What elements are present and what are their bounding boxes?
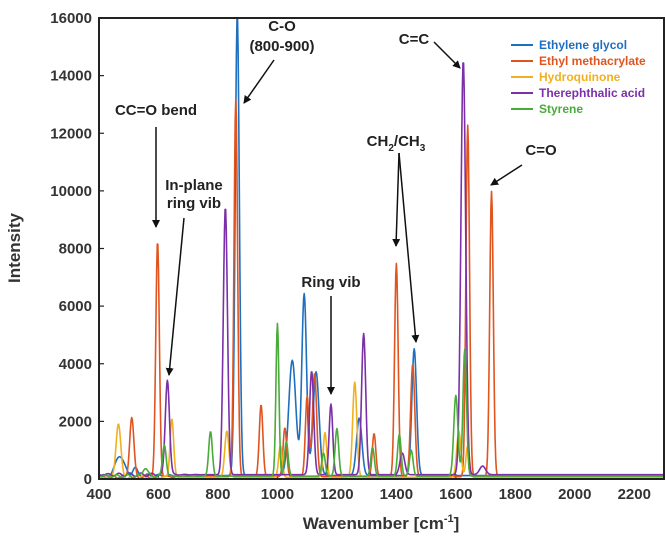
series-line-styrene <box>98 322 665 479</box>
y-tick-label: 8000 <box>59 241 92 258</box>
legend-label-hydroquinone: Hydroquinone <box>539 70 621 84</box>
legend-label-ethyl-methacrylate: Ethyl methacrylate <box>539 54 646 68</box>
x-tick-label: 1400 <box>380 486 413 503</box>
x-tick-label: 400 <box>86 486 111 503</box>
annotation-arrow-c-o <box>490 164 523 186</box>
x-tick-label: 2200 <box>618 486 651 503</box>
annotation-arrow-ch2 <box>392 152 401 247</box>
y-axis-label: Intensity <box>5 213 24 283</box>
x-axis-label-superscript: -1 <box>444 513 454 525</box>
x-tick-label: 1600 <box>439 486 472 503</box>
annotation-arrow-ch3 <box>398 152 420 343</box>
x-axis-label-main: Wavenumber [cm <box>303 514 444 533</box>
x-tick-label: 600 <box>146 486 171 503</box>
peak-annotations: CC=O bend In-plane ring vib C-O (800-900… <box>115 18 557 395</box>
annotation-in-plane-line2: ring vib <box>167 195 221 212</box>
annotation-ch3-subscript: 3 <box>420 143 426 154</box>
y-tick-label: 14000 <box>50 68 92 85</box>
x-tick-label: 1200 <box>320 486 353 503</box>
annotation-ch2-ch3-tail: /CH <box>394 133 420 150</box>
annotation-c-o: C=O <box>525 142 557 159</box>
x-tick-label: 800 <box>205 486 230 503</box>
annotation-cc: C=C <box>399 31 430 48</box>
annotation-cco-bend: CC=O bend <box>115 102 197 119</box>
x-axis-label-end: ] <box>454 514 460 533</box>
y-tick-label: 12000 <box>50 125 92 142</box>
x-tick-label: 1000 <box>261 486 294 503</box>
y-tick-label: 16000 <box>50 10 92 27</box>
y-tick-label: 4000 <box>59 356 92 373</box>
series-lines <box>98 18 665 480</box>
annotation-ring-vib: Ring vib <box>301 274 360 291</box>
y-tick-label: 10000 <box>50 183 92 200</box>
x-tick-label: 1800 <box>499 486 532 503</box>
x-tick-label: 2000 <box>558 486 591 503</box>
plot-frame <box>98 17 665 480</box>
annotation-arrow-co <box>243 59 275 104</box>
series-line-hydroquinone <box>98 381 665 480</box>
y-tick-label: 0 <box>84 471 92 488</box>
annotation-in-plane-line1: In-plane <box>165 177 223 194</box>
annotation-ch2-ch3: CH2/CH3 <box>367 133 426 154</box>
annotation-co-line1: C-O <box>268 18 296 35</box>
y-tick-labels: 0 2000 4000 6000 8000 10000 12000 14000 16000 <box>50 10 92 488</box>
x-axis-label: Wavenumber [cm-1] <box>303 513 460 533</box>
y-tick-label: 6000 <box>59 298 92 315</box>
y-tick-label: 2000 <box>59 413 92 430</box>
annotation-co-line2: (800-900) <box>249 38 314 55</box>
annotation-arrow-in-plane <box>165 217 185 376</box>
annotation-arrow-cc <box>433 41 461 69</box>
legend-label-styrene: Styrene <box>539 102 583 116</box>
legend-label-therephthalic-acid: Therephthalic acid <box>539 86 645 100</box>
series-line-ethyl-methacrylate <box>98 98 665 480</box>
legend: Ethylene glycol Ethyl methacrylate Hydro… <box>511 38 646 116</box>
x-tick-labels: 400 600 800 1000 1200 1400 1600 1800 2000 2200 <box>86 486 650 503</box>
annotation-ch2-ch3-prefix: CH <box>367 133 389 150</box>
annotation-ch2-subscript: 2 <box>388 143 394 154</box>
series-line-therephthalic-acid <box>98 62 665 478</box>
legend-label-ethylene-glycol: Ethylene glycol <box>539 38 627 52</box>
